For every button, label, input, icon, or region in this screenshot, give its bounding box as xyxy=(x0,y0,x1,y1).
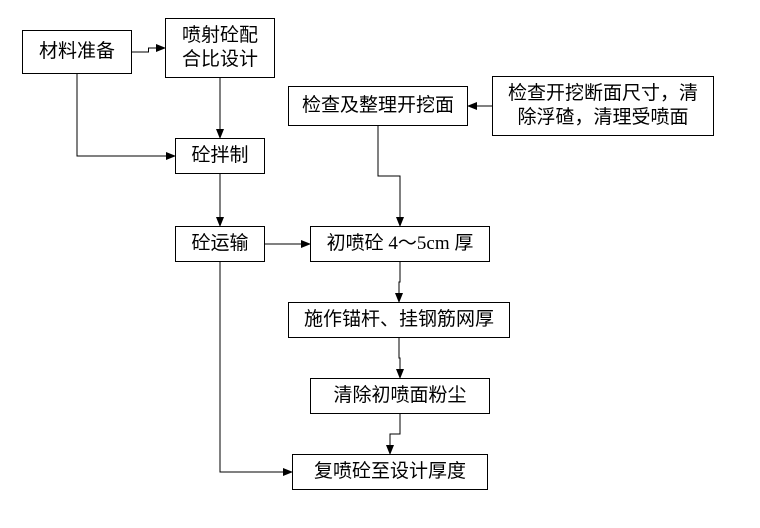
flowchart-edge xyxy=(399,262,400,302)
flowchart-node-n6: 砼运输 xyxy=(175,226,265,262)
flowchart-node-n10: 复喷砼至设计厚度 xyxy=(292,454,488,490)
flowchart-node-label: 清除初喷面粉尘 xyxy=(333,384,466,408)
flowchart-edge xyxy=(399,338,400,378)
flowchart-node-label: 复喷砼至设计厚度 xyxy=(314,460,466,484)
flowchart-node-label: 检查及整理开挖面 xyxy=(302,94,454,118)
flowchart-node-label: 检查开挖断面尺寸，清 除浮碴，清理受喷面 xyxy=(508,82,698,130)
flowchart-node-label: 喷射砼配 合比设计 xyxy=(182,24,258,72)
flowchart-edge xyxy=(390,414,400,454)
flowchart-node-label: 材料准备 xyxy=(39,40,115,64)
flowchart-edge xyxy=(77,74,175,156)
flowchart-edge xyxy=(378,126,400,226)
flowchart-node-label: 初喷砼 4～5cm 厚 xyxy=(327,232,474,256)
flowchart-node-n7: 初喷砼 4～5cm 厚 xyxy=(310,226,490,262)
flowchart-edge xyxy=(220,262,292,472)
flowchart-node-n9: 清除初喷面粉尘 xyxy=(310,378,490,414)
flowchart-node-n1: 材料准备 xyxy=(22,30,132,74)
flowchart-node-n3: 检查及整理开挖面 xyxy=(288,86,468,126)
flowchart-canvas: 材料准备 喷射砼配 合比设计检查及整理开挖面 检查开挖断面尺寸，清 除浮碴，清理受喷… xyxy=(0,0,760,528)
flowchart-node-n2: 喷射砼配 合比设计 xyxy=(165,18,275,78)
flowchart-node-n8: 施作锚杆、挂钢筋网厚 xyxy=(288,302,510,338)
flowchart-node-n4: 检查开挖断面尺寸，清 除浮碴，清理受喷面 xyxy=(492,76,714,136)
flowchart-node-n5: 砼拌制 xyxy=(175,138,265,174)
flowchart-node-label: 砼运输 xyxy=(191,232,248,256)
flowchart-node-label: 施作锚杆、挂钢筋网厚 xyxy=(304,308,494,332)
flowchart-edge xyxy=(132,48,165,52)
flowchart-node-label: 砼拌制 xyxy=(191,144,248,168)
